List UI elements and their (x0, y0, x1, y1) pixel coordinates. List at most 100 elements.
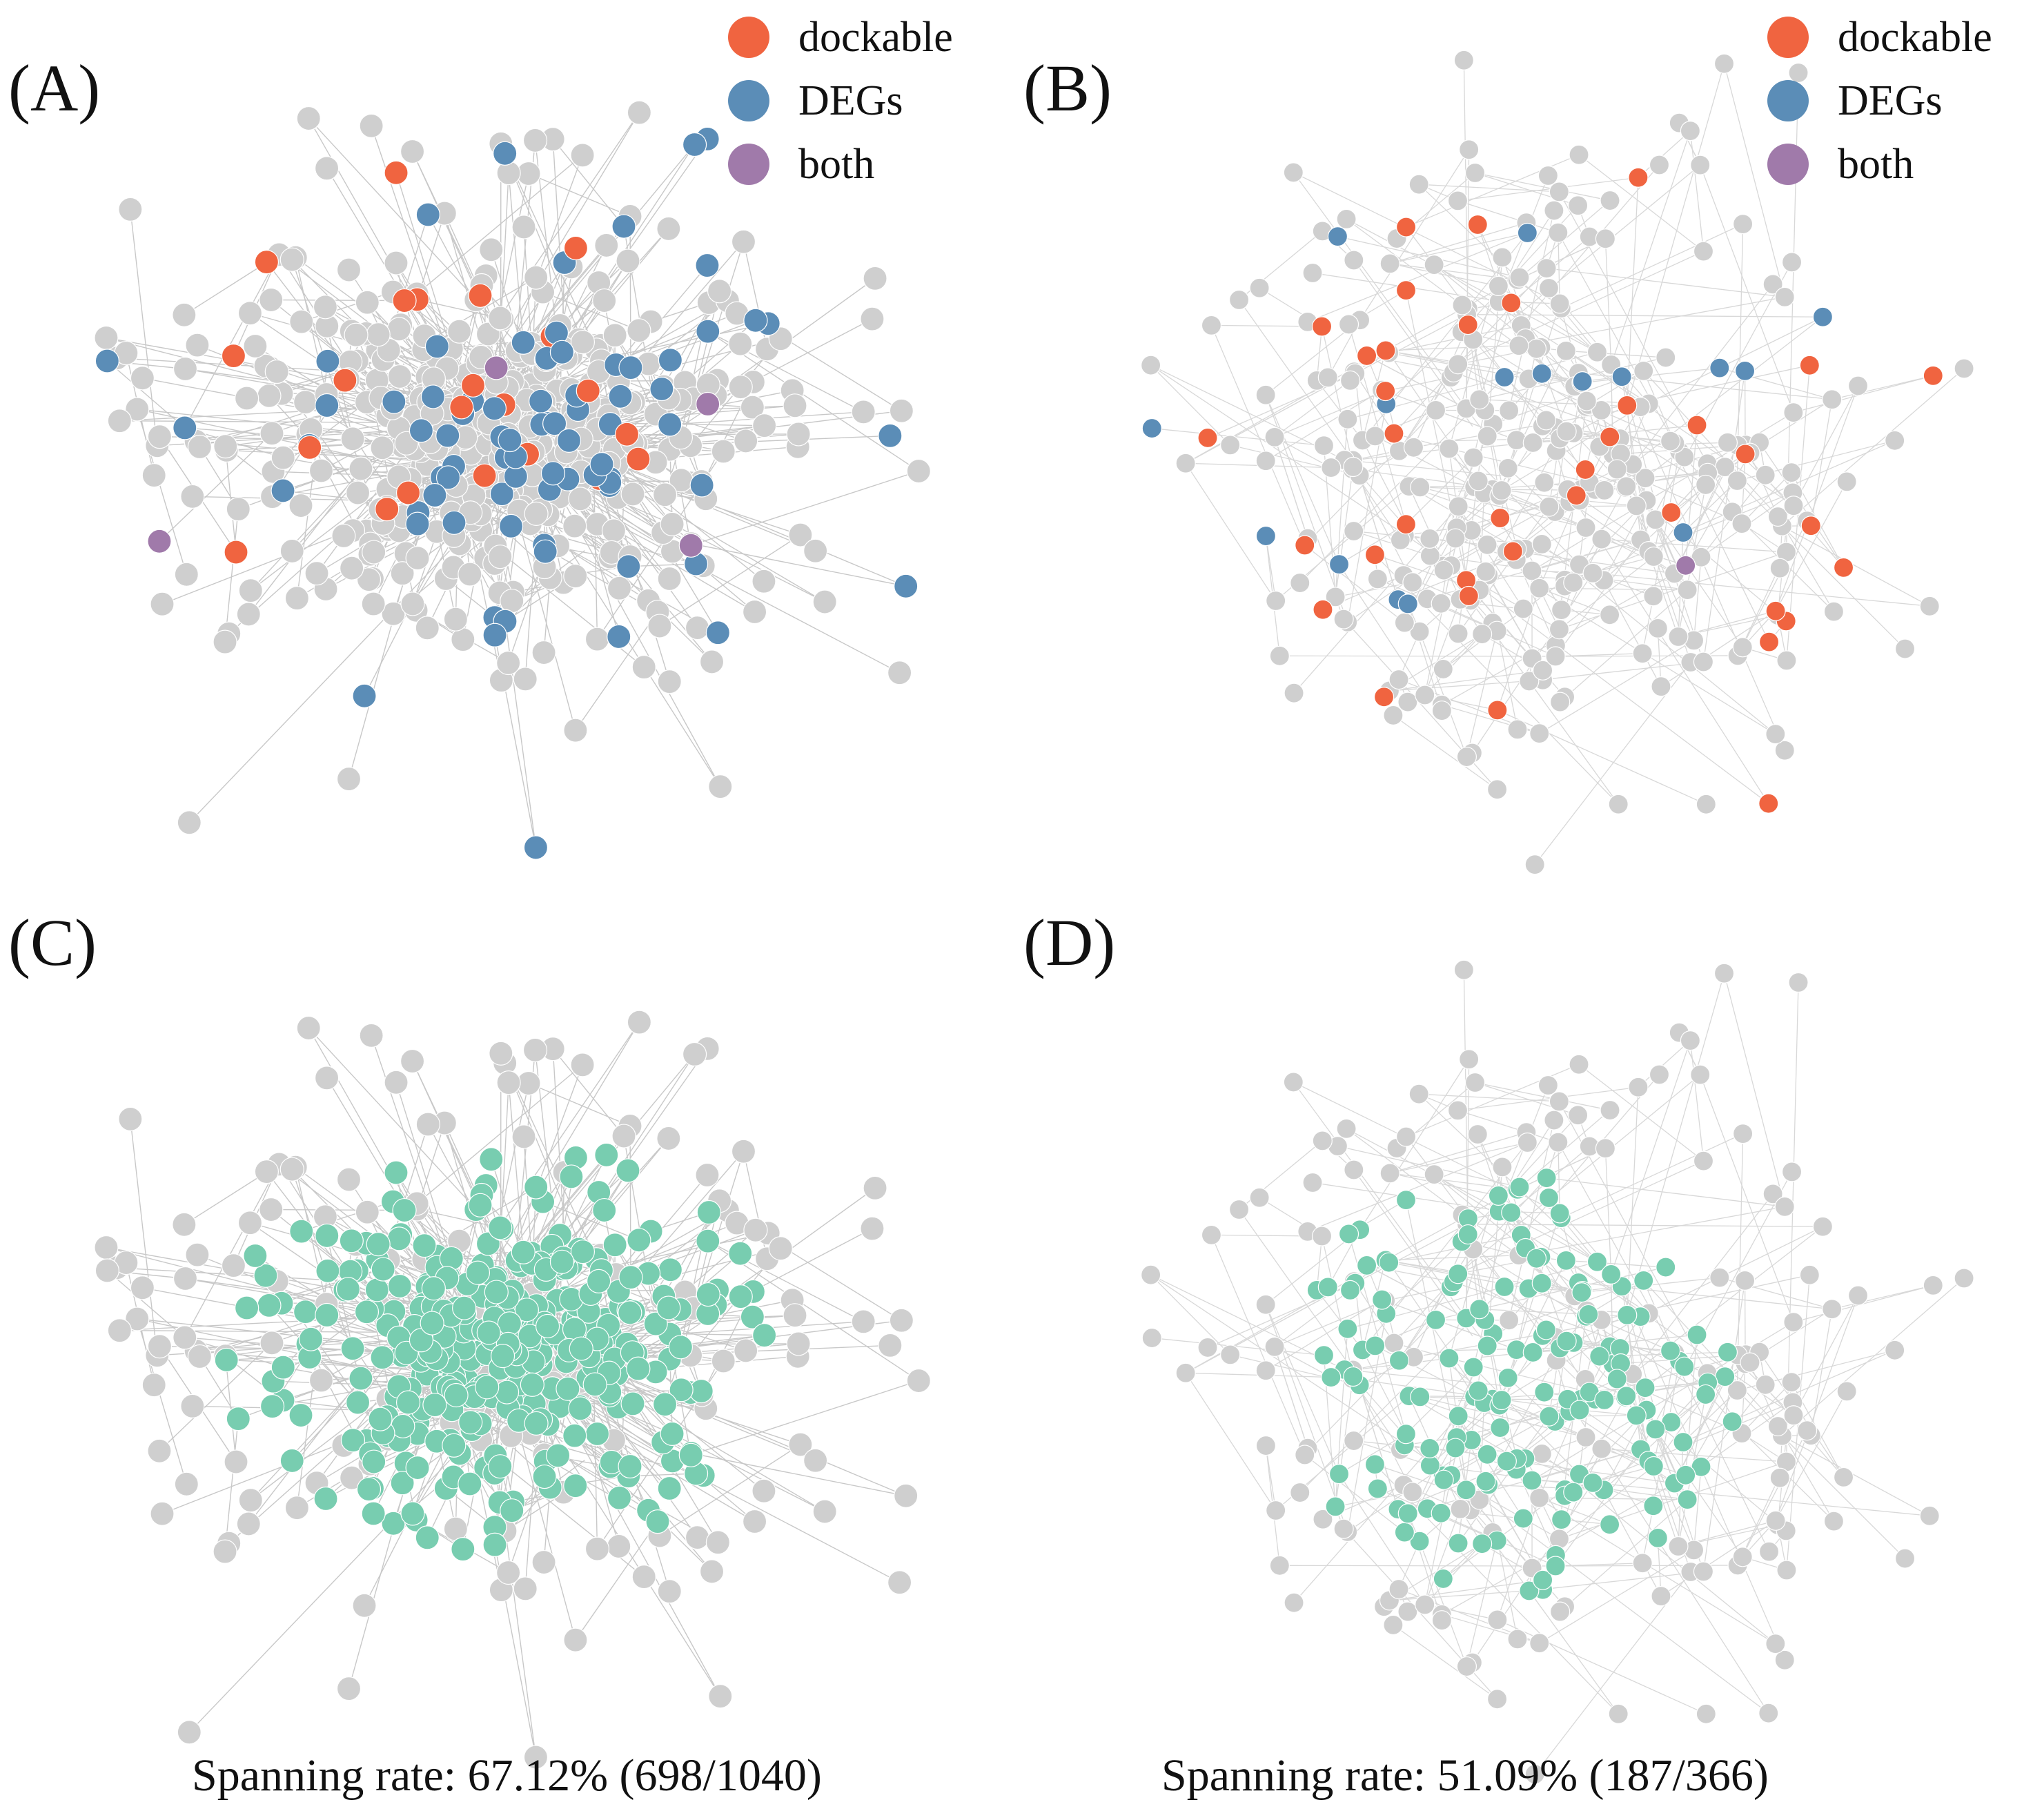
network-node (1344, 520, 1364, 542)
network-node (522, 1037, 548, 1063)
network-node (1410, 477, 1431, 498)
network-node-highlighted (1420, 1438, 1440, 1458)
network-node (1447, 1100, 1469, 1121)
network-node (752, 569, 776, 594)
network-node (1591, 529, 1612, 549)
network-edge (1389, 1579, 1543, 1601)
network-node-highlighted (1626, 1405, 1647, 1426)
network-edge (1389, 1132, 1527, 1174)
network-node-highlighted (235, 1295, 259, 1320)
network-node-highlighted (460, 373, 486, 398)
network-node-highlighted (1799, 355, 1820, 375)
network-node-highlighted (348, 1366, 373, 1391)
network-edge (1466, 1540, 1497, 1667)
network-node (359, 1023, 384, 1048)
network-node (1408, 1084, 1429, 1104)
network-node-highlighted (1555, 1250, 1576, 1271)
network-node (1431, 593, 1451, 614)
legend-item-degs: DEGs (728, 69, 953, 133)
network-node (107, 409, 132, 433)
network-node (362, 540, 386, 565)
network-node (1459, 139, 1480, 160)
network-node-highlighted (1522, 1470, 1542, 1491)
network-node-highlighted (1696, 1384, 1716, 1405)
network-node (1531, 534, 1552, 554)
network-node (1709, 1267, 1730, 1288)
network-node (125, 397, 150, 422)
network-node (752, 413, 777, 438)
network-node (1333, 609, 1354, 629)
network-node-highlighted (689, 473, 714, 498)
network-edge (616, 277, 876, 465)
network-node (1337, 409, 1358, 429)
network-edge (1366, 355, 1467, 409)
network-node (387, 364, 412, 389)
network-graph-b (1141, 50, 1974, 875)
network-edge (508, 173, 524, 343)
network-edge (1643, 370, 1778, 517)
network-node-highlighted (1477, 1335, 1497, 1356)
network-edge (1741, 472, 1792, 525)
network-node (1317, 367, 1338, 388)
network-node (1538, 1075, 1558, 1096)
network-node (1677, 580, 1698, 600)
network-edge (1782, 368, 1965, 527)
network-node (1507, 719, 1528, 740)
network-edge (199, 447, 239, 510)
network-edge (1390, 232, 1528, 264)
network-node (1415, 685, 1435, 705)
network-node-highlighted (409, 418, 434, 443)
network-node (1313, 436, 1335, 456)
network-node-highlighted (259, 1394, 285, 1419)
network-node (1249, 1187, 1270, 1208)
network-edge (1390, 1142, 1528, 1174)
network-node (1774, 740, 1795, 761)
network-node (254, 1159, 279, 1184)
network-edge (1293, 1082, 1467, 1319)
network-node (513, 667, 538, 692)
network-node-highlighted (387, 1273, 412, 1299)
network-node (1608, 794, 1629, 814)
panel-label-a: (A) (8, 51, 101, 125)
network-node (361, 591, 386, 616)
network-node (279, 247, 304, 272)
network-edge (1274, 1347, 1308, 1449)
network-node (1548, 222, 1569, 243)
network-node (1431, 1610, 1452, 1631)
network-node-highlighted (1676, 1465, 1696, 1485)
network-node (742, 1509, 767, 1534)
network-edge (1362, 440, 1406, 525)
network-node (563, 1627, 588, 1652)
network-node (524, 501, 549, 526)
network-node (889, 398, 914, 423)
network-edge (1561, 1133, 1743, 1219)
network-node (1475, 561, 1496, 582)
network-node-highlighted (1325, 1496, 1346, 1517)
network-node (1431, 701, 1452, 721)
network-node-highlighted (556, 1376, 580, 1401)
network-node (1783, 1312, 1804, 1333)
network-edge (616, 1187, 876, 1375)
network-node-highlighted (1313, 599, 1333, 620)
network-node (1595, 228, 1616, 249)
network-node (172, 302, 197, 327)
network-edge (1274, 436, 1332, 469)
network-node (1499, 1310, 1520, 1331)
network-node (627, 1010, 651, 1035)
network-node-highlighted (1365, 1335, 1386, 1356)
network-edge (1682, 1390, 1738, 1442)
network-edge (1466, 631, 1497, 757)
network-node-highlighted (442, 1433, 466, 1458)
network-edge (1386, 331, 1462, 404)
network-node-highlighted (1469, 1299, 1490, 1320)
network-node (1395, 1126, 1417, 1147)
network-node-highlighted (657, 1476, 682, 1501)
network-node (271, 445, 295, 470)
network-node (1197, 1337, 1218, 1358)
panel-label-c: (C) (8, 906, 97, 979)
legend-swatch-dockable (728, 17, 769, 58)
network-edge (1265, 394, 1340, 565)
network-node-highlighted (1311, 316, 1333, 337)
network-node (1397, 692, 1418, 712)
network-edge (1561, 224, 1743, 309)
